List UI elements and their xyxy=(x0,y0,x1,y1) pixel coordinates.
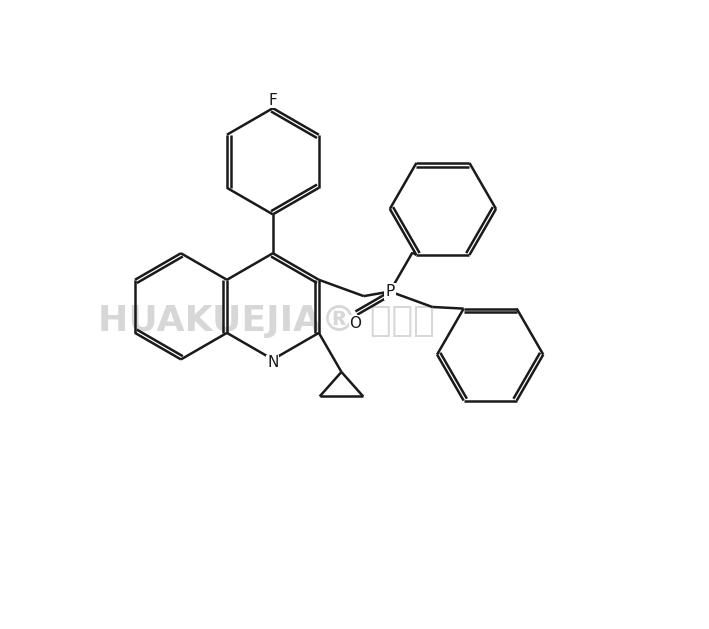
Text: HUAKUEJIA® 化学加: HUAKUEJIA® 化学加 xyxy=(98,304,435,338)
Text: P: P xyxy=(385,284,394,299)
Text: N: N xyxy=(267,355,279,370)
Text: O: O xyxy=(350,316,362,331)
Text: F: F xyxy=(269,92,277,108)
